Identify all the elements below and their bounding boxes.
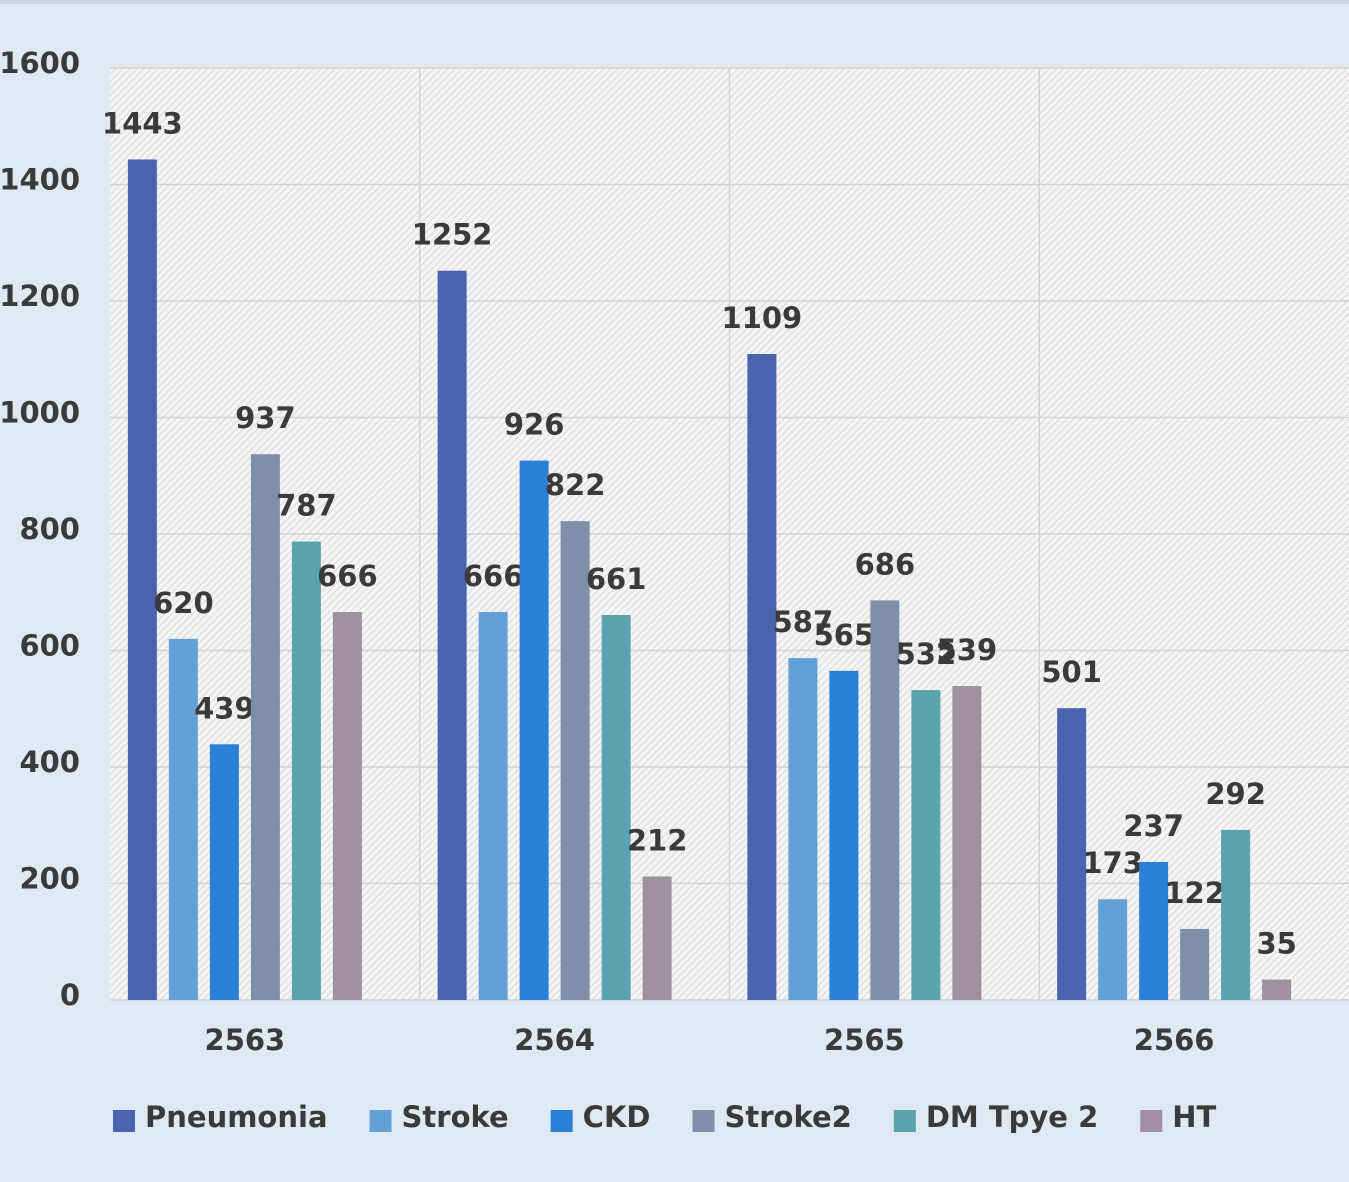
data-label: 787	[276, 489, 337, 523]
bar	[291, 541, 321, 1000]
data-label: 661	[586, 562, 647, 596]
data-label: 501	[1041, 655, 1102, 689]
data-label: 666	[463, 559, 524, 593]
bar	[168, 638, 198, 1000]
x-tick-label: 2563	[205, 1023, 286, 1057]
x-tick-label: 2565	[824, 1023, 905, 1057]
legend-swatch	[893, 1110, 916, 1132]
data-label: 1109	[722, 301, 803, 335]
legend-label: Pneumonia	[145, 1100, 328, 1134]
bar	[519, 460, 549, 1001]
bar	[1262, 979, 1292, 1000]
y-tick-label: 800	[19, 512, 80, 546]
bar	[1180, 928, 1210, 1000]
bar	[437, 270, 467, 1001]
x-tick-label: 2564	[514, 1023, 595, 1057]
y-tick-label: 400	[19, 745, 80, 779]
data-label: 1443	[102, 106, 183, 140]
data-label: 122	[1164, 876, 1225, 910]
legend-label: DM Tpye 2	[926, 1100, 1098, 1134]
bar	[250, 454, 280, 1000]
bar	[642, 876, 672, 1000]
legend-swatch	[369, 1110, 392, 1132]
data-label: 173	[1082, 846, 1143, 880]
bar	[788, 658, 818, 1000]
y-tick-label: 1400	[0, 163, 80, 197]
y-tick-label: 1200	[0, 279, 80, 313]
bar	[1221, 829, 1251, 1000]
bar	[1057, 708, 1087, 1000]
top-border	[0, 0, 1349, 4]
bar	[952, 686, 982, 1000]
bar	[747, 354, 777, 1000]
y-tick-label: 600	[19, 629, 80, 663]
bar	[911, 690, 941, 1000]
bar	[1139, 861, 1169, 1000]
data-label: 666	[317, 559, 378, 593]
data-label: 686	[855, 547, 916, 581]
bar	[127, 159, 157, 1000]
data-label: 292	[1205, 777, 1266, 811]
y-tick-label: 200	[19, 862, 80, 896]
bar	[332, 612, 362, 1000]
bar	[560, 521, 590, 1000]
legend-swatch	[113, 1110, 135, 1132]
legend-swatch	[550, 1110, 573, 1132]
data-label: 565	[814, 618, 875, 652]
bar	[209, 744, 239, 1000]
legend-label: Stroke2	[725, 1100, 852, 1134]
legend-swatch	[692, 1110, 715, 1132]
data-label: 237	[1123, 809, 1184, 843]
x-tick-label: 2566	[1134, 1023, 1215, 1057]
data-label: 926	[504, 408, 565, 442]
bar	[601, 614, 631, 1000]
legend-label: HT	[1172, 1100, 1216, 1134]
data-label: 35	[1256, 927, 1296, 961]
bar	[478, 612, 508, 1000]
data-label: 212	[627, 824, 688, 858]
legend-label: Stroke	[402, 1100, 509, 1134]
bar	[870, 600, 900, 1000]
data-label: 439	[194, 691, 255, 725]
data-label: 532	[896, 637, 957, 671]
data-label: 1252	[412, 218, 493, 252]
legend-label: CKD	[583, 1100, 651, 1134]
data-label: 620	[153, 586, 214, 620]
data-label: 822	[545, 468, 606, 502]
y-tick-label: 1600	[0, 46, 80, 80]
bar	[829, 670, 859, 1000]
y-tick-label: 1000	[0, 396, 80, 430]
legend-swatch	[1140, 1110, 1163, 1132]
bar	[1098, 899, 1128, 1000]
y-tick-label: 0	[60, 978, 80, 1012]
data-label: 587	[773, 605, 834, 639]
data-label: 937	[235, 401, 296, 435]
data-label: 539	[937, 633, 998, 667]
